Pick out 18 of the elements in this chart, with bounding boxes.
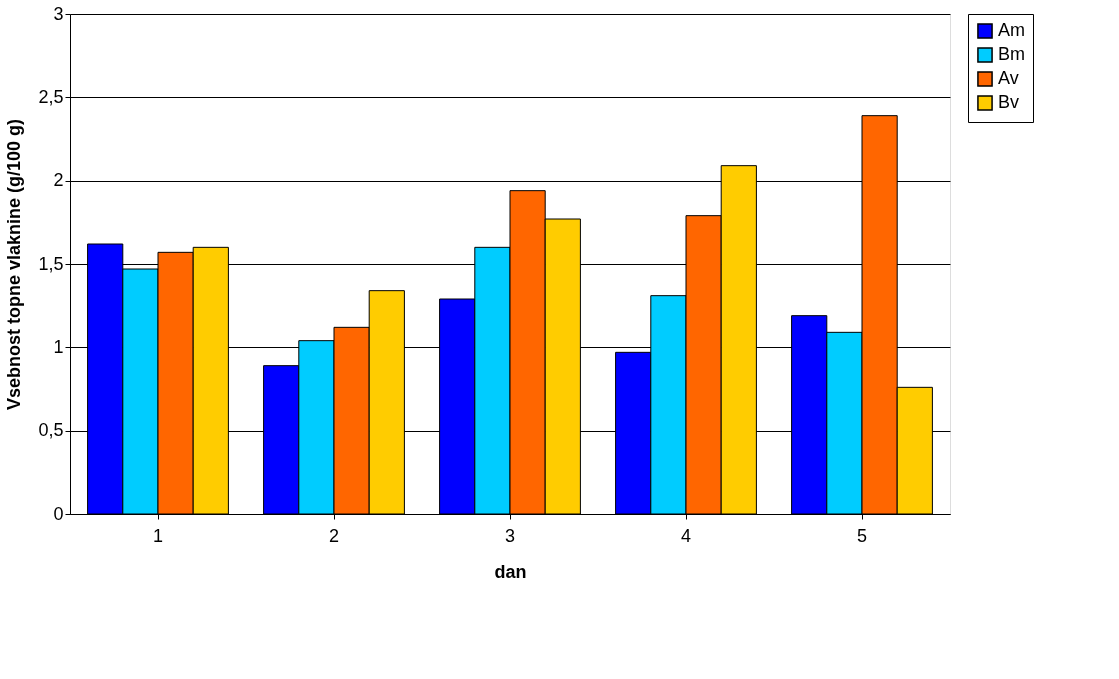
y-tick-label: 0,5 <box>38 420 64 441</box>
y-tick-label: 1,5 <box>38 253 64 274</box>
legend-label: Bv <box>998 92 1020 112</box>
x-tick-label: 2 <box>328 525 340 546</box>
y-tick-label: 3 <box>53 3 64 24</box>
y-tick-label: 2 <box>53 170 64 191</box>
x-tick-label: 3 <box>504 525 516 546</box>
y-axis-title: Vsebnost topne vlaknine (g/100 g) <box>4 118 25 411</box>
x-tick-label: 5 <box>856 525 868 546</box>
y-tick-label: 2,5 <box>38 86 64 107</box>
y-tick-label: 1 <box>53 336 64 357</box>
legend-label: Bm <box>998 44 1025 64</box>
legend-label: Av <box>998 68 1019 88</box>
y-tick-label: 0 <box>53 503 64 524</box>
legend-label: Am <box>998 20 1025 40</box>
x-tick-label: 4 <box>680 525 692 546</box>
x-tick-label: 1 <box>152 525 164 546</box>
x-axis-title: dan <box>494 561 527 582</box>
